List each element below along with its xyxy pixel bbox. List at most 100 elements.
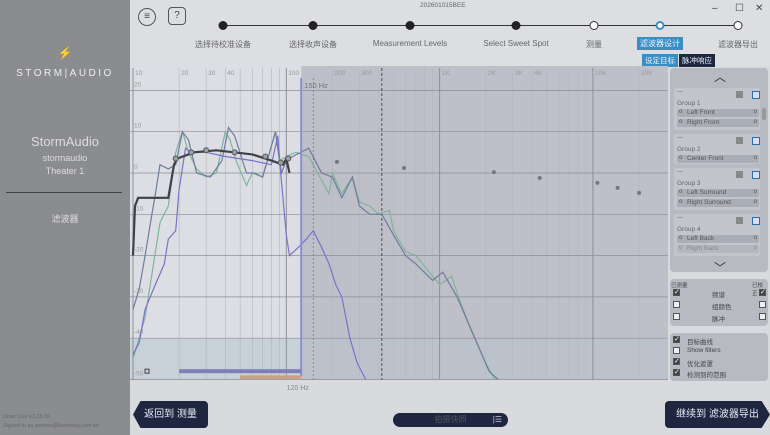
- step-dot[interactable]: [405, 21, 415, 30]
- step-label[interactable]: Measurement Levels: [372, 39, 448, 48]
- y-tick-label: 20: [134, 81, 142, 88]
- channel-item[interactable]: Left Surround: [677, 188, 759, 197]
- scroll-up-icon[interactable]: ︿: [714, 70, 727, 84]
- group-delay: ---: [677, 135, 683, 141]
- detected-range-bar: [240, 375, 302, 379]
- step-label[interactable]: 选择待校准设备: [195, 40, 251, 49]
- corrected-label: 已校正: [752, 283, 764, 297]
- list-icon[interactable]: |☰: [492, 415, 502, 424]
- channel-item[interactable]: Left Front: [677, 108, 759, 117]
- group-name: Group 4: [677, 226, 701, 233]
- copy-icon[interactable]: [736, 137, 743, 144]
- edit-icon[interactable]: [752, 217, 760, 225]
- x-tick-label: 200: [334, 70, 345, 77]
- step-dot[interactable]: [511, 21, 521, 30]
- x-tick-label: 2K: [488, 70, 497, 77]
- group-card[interactable]: --- Group 3Left SurroundRight Surround: [674, 168, 760, 210]
- groups-panel: ︿ --- Group 1Left FrontRight Front --- Grou…: [670, 68, 768, 275]
- y-tick-label: -20: [134, 247, 144, 254]
- channel-item[interactable]: Right Back: [677, 244, 759, 253]
- measured-checkbox[interactable]: ✓: [673, 289, 680, 296]
- x-tick-label: 20K: [641, 70, 653, 77]
- channel-item[interactable]: Right Surround: [677, 198, 759, 207]
- edit-icon[interactable]: [752, 91, 760, 99]
- step-label[interactable]: Select Sweet Spot: [483, 39, 549, 48]
- x-tick-label: 300: [361, 70, 372, 77]
- target-handle: [277, 159, 284, 166]
- group-card[interactable]: --- Group 4Left BackRight Back: [674, 214, 760, 256]
- copy-icon[interactable]: [736, 171, 743, 178]
- option-checkbox[interactable]: [673, 347, 680, 354]
- divider: [6, 192, 122, 193]
- group-card[interactable]: --- Group 2Center Front: [674, 134, 760, 164]
- display-label: 脉冲: [712, 316, 725, 323]
- group-name: Group 2: [677, 146, 701, 153]
- display-label: 频谱: [712, 292, 725, 299]
- option-checkbox[interactable]: ✓: [673, 336, 680, 343]
- channel-item[interactable]: Left Back: [677, 234, 759, 243]
- option-checkbox[interactable]: ✓: [673, 358, 680, 365]
- channel-item[interactable]: Center Front: [677, 154, 759, 163]
- scroll-down-icon[interactable]: ﹀: [714, 261, 727, 275]
- group-delay: ---: [677, 89, 683, 95]
- y-tick-label: -50: [134, 371, 144, 378]
- option-label: Show filters: [687, 347, 721, 354]
- low-cut-label: 120 Hz: [287, 385, 310, 392]
- x-tick-label: 30: [208, 70, 216, 77]
- measured-checkbox[interactable]: [673, 301, 680, 308]
- group-delay: ---: [677, 215, 683, 221]
- x-tick-label: 3K: [515, 70, 524, 77]
- target-handle: [231, 149, 238, 156]
- x-tick-label: 10K: [595, 70, 607, 77]
- copy-icon[interactable]: [736, 91, 743, 98]
- edit-icon[interactable]: [752, 171, 760, 179]
- x-tick-label: 1K: [442, 70, 451, 77]
- back-button[interactable]: 返回到 测量: [133, 401, 208, 428]
- close-button[interactable]: ✕: [755, 3, 764, 14]
- group-card[interactable]: --- Group 1Left FrontRight Front: [674, 88, 760, 130]
- y-tick-label: 10: [134, 123, 142, 130]
- brand-logo: STORM|AUDIO: [16, 68, 114, 79]
- help-button[interactable]: ?: [168, 7, 186, 25]
- target-point: [595, 180, 600, 185]
- snapshot-label: 拍摄快照: [434, 415, 467, 424]
- section-label: 滤波器: [51, 214, 79, 224]
- y-tick-label: -40: [134, 329, 144, 336]
- step-dot[interactable]: [589, 21, 599, 30]
- step-label[interactable]: 选择收声设备: [289, 40, 337, 49]
- snapshot-button[interactable]: 拍摄快照 |☰: [393, 413, 508, 427]
- step-dot[interactable]: [733, 21, 743, 30]
- x-tick-label: 100: [288, 70, 299, 77]
- target-point: [402, 166, 407, 171]
- target-point: [537, 175, 542, 180]
- step-dot[interactable]: [308, 21, 318, 30]
- step-dot[interactable]: [218, 21, 228, 30]
- steps-track: [223, 25, 738, 26]
- x-tick-label: 4K: [534, 70, 543, 77]
- continue-button[interactable]: 继续到 滤波器导出: [665, 401, 770, 428]
- corrected-checkbox[interactable]: [759, 313, 766, 320]
- option-checkbox[interactable]: ✓: [673, 369, 680, 376]
- display-panel: 已测量 已校正 ✓ 频谱 ✓ 组颜色 脉冲: [670, 279, 768, 326]
- scrollbar[interactable]: [762, 108, 766, 120]
- frequency-response-chart[interactable]: 10 20 30 40 100 200 300 1K 2K 3K 4K 10K 20K20100-10-…: [130, 66, 668, 392]
- target-handle: [172, 155, 179, 162]
- step-label[interactable]: 测量: [586, 40, 602, 49]
- tab-set-target[interactable]: 设定目标: [642, 54, 678, 67]
- corrected-checkbox[interactable]: [759, 301, 766, 308]
- step-label[interactable]: 滤波器导出: [718, 40, 758, 49]
- measured-checkbox[interactable]: [673, 313, 680, 320]
- step-label[interactable]: 滤波器设计: [637, 37, 683, 50]
- tab-impulse-response[interactable]: 脉冲响应: [679, 54, 715, 67]
- copy-icon[interactable]: [736, 217, 743, 224]
- maximize-button[interactable]: ☐: [735, 3, 744, 14]
- corrected-checkbox[interactable]: ✓: [759, 289, 766, 296]
- x-tick-label: 20: [181, 70, 189, 77]
- menu-button[interactable]: ≡: [138, 8, 156, 26]
- channel-item[interactable]: Right Front: [677, 118, 759, 127]
- minimize-button[interactable]: –: [712, 3, 718, 14]
- step-dot[interactable]: [655, 21, 665, 30]
- measured-response-line: [132, 135, 367, 380]
- edit-icon[interactable]: [752, 137, 760, 145]
- device-name: StormAudio: [31, 134, 99, 149]
